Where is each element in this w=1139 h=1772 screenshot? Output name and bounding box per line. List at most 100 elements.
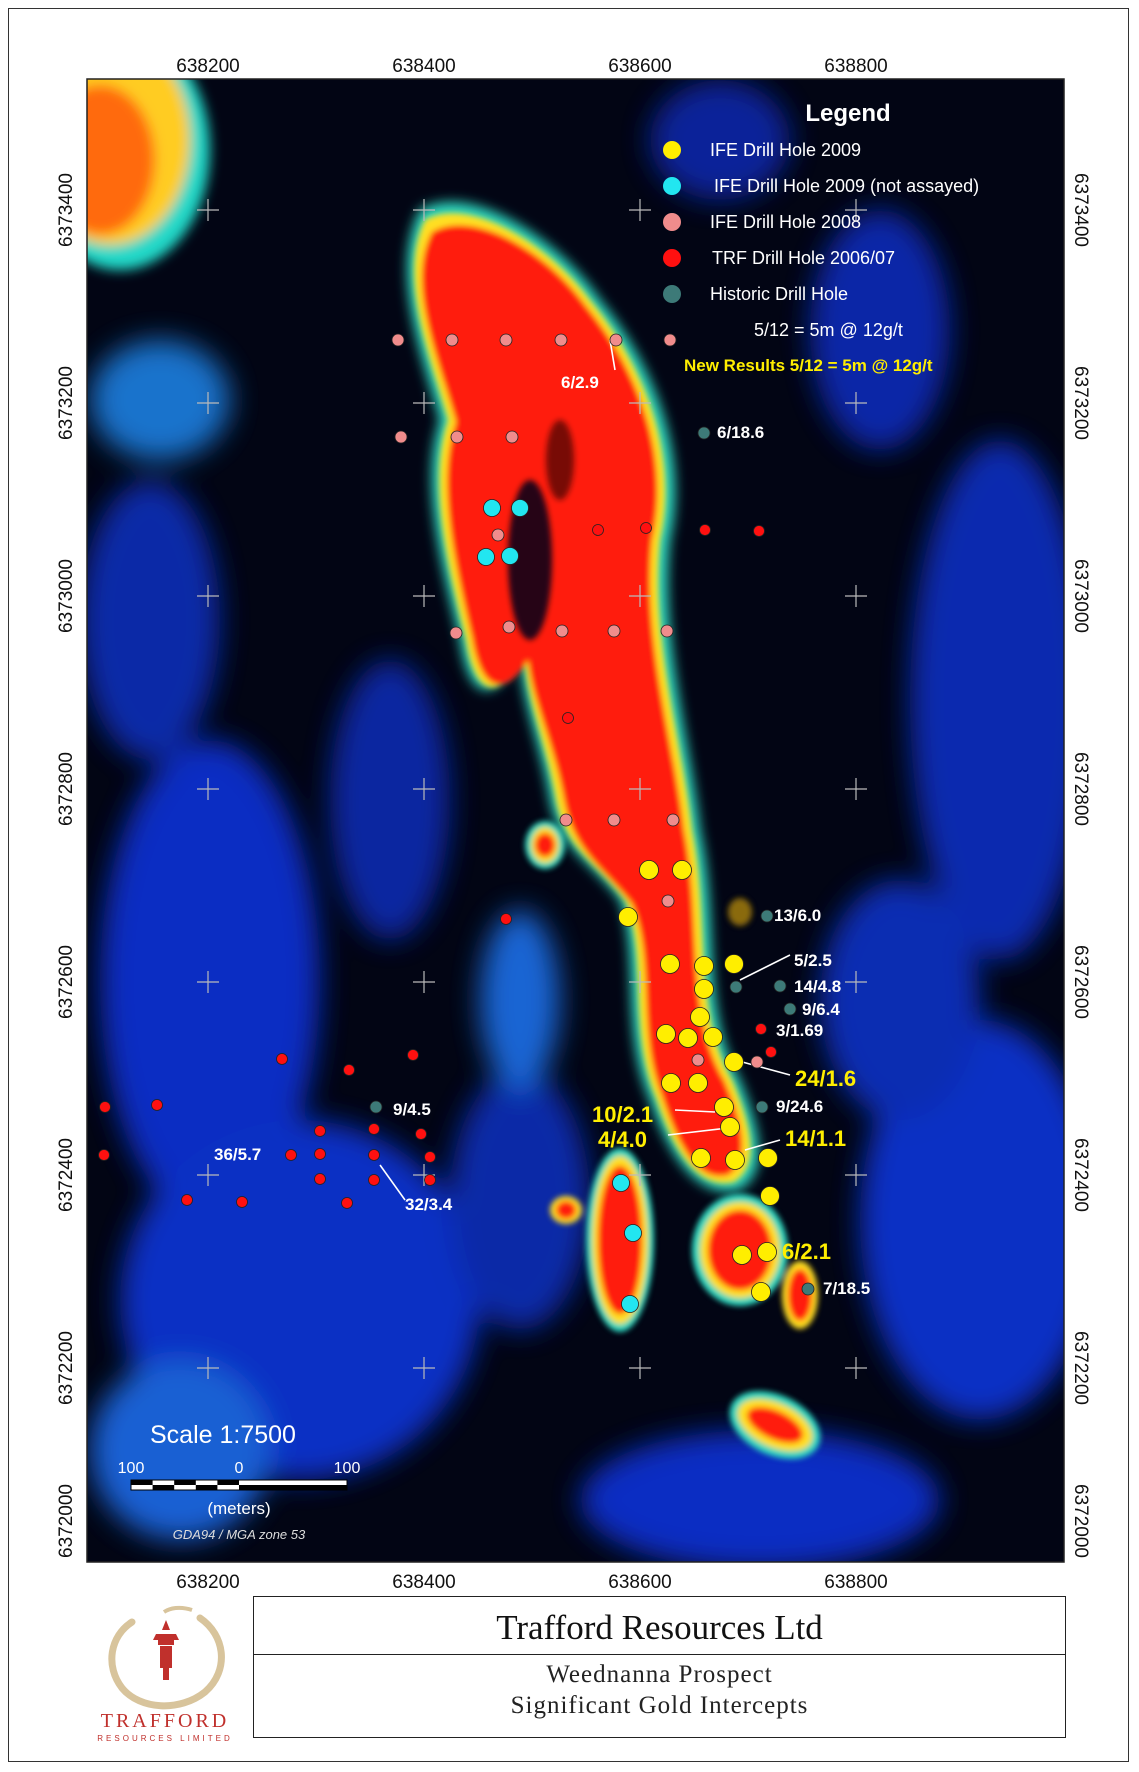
y-axis-right: 6373400 6373200 6373000 6372800 6372600 63724… [1070, 173, 1091, 1558]
drill-hole-ife-2009 [678, 1028, 698, 1048]
intercept-label: 9/24.6 [776, 1097, 823, 1116]
drill-hole-ife-2009 [656, 1024, 676, 1044]
drill-hole-ife-2008 [666, 813, 680, 827]
drill-hole-ife-2008 [663, 333, 677, 347]
drill-hole-trf-2006-07 [151, 1099, 163, 1111]
y-tick-label: 6372400 [56, 1138, 77, 1212]
map-border [86, 78, 1065, 1563]
map-frame [8, 8, 1129, 1762]
legend-item-label: IFE Drill Hole 2008 [710, 212, 861, 232]
drill-hole-trf-2006-07 [314, 1125, 326, 1137]
x-axis-top: 638200 638400 638600 638800 [176, 56, 887, 77]
legend-item-label: IFE Drill Hole 2009 [710, 140, 861, 160]
intercept-label: 3/1.69 [776, 1021, 823, 1040]
drill-hole-trf-2006-07 [765, 1046, 777, 1058]
drill-hole-ife-2009 [714, 1097, 734, 1117]
legend-item: IFE Drill Hole 2009 (not assayed) [663, 176, 979, 196]
drill-hole-trf-2006-07 [407, 1049, 419, 1061]
y-tick-label: 6372600 [56, 945, 77, 1019]
drill-hole-historic [760, 909, 774, 923]
scale-ruler [130, 1479, 348, 1491]
legend-swatch [663, 141, 681, 159]
drill-hole-trf-2006-07 [343, 1064, 355, 1076]
legend-item-label: IFE Drill Hole 2009 (not assayed) [714, 176, 979, 196]
legend-item: Historic Drill Hole [663, 284, 848, 304]
x-tick-label: 638600 [608, 1572, 671, 1593]
x-tick-label: 638800 [824, 56, 887, 77]
drill-hole-trf-2006-07 [755, 1023, 767, 1035]
y-tick-label: 6372200 [1070, 1331, 1091, 1405]
drill-hole-historic [783, 1002, 797, 1016]
drill-hole-trf-2006-07 [562, 712, 574, 724]
drill-holes [98, 333, 815, 1313]
logo-subtitle: RESOURCES LIMITED [97, 1734, 233, 1743]
intercept-label-new: 6/2.1 [782, 1239, 831, 1264]
trafford-logo: TRAFFORD RESOURCES LIMITED [80, 1600, 250, 1750]
drill-hole-ife-2008 [559, 813, 573, 827]
legend-example-yellow: New Results 5/12 = 5m @ 12g/t [684, 356, 933, 375]
x-tick-label: 638200 [176, 56, 239, 77]
x-tick-label: 638400 [392, 1572, 455, 1593]
drill-hole-trf-2006-07 [424, 1174, 436, 1186]
drill-hole-ife-2009 [724, 1052, 744, 1072]
x-tick-label: 638200 [176, 1572, 239, 1593]
intercept-label: 13/6.0 [774, 906, 821, 925]
drill-hole-trf-2006-07 [181, 1194, 193, 1206]
drill-hole-historic [369, 1100, 383, 1114]
drill-hole-ife-2008 [391, 333, 405, 347]
scale-right-label: 100 [334, 1460, 361, 1477]
scale-datum: GDA94 / MGA zone 53 [173, 1527, 306, 1542]
drill-hole-trf-2006-07 [640, 522, 652, 534]
legend-swatch [663, 177, 681, 195]
drill-hole-ife-2009 [720, 1117, 740, 1137]
y-tick-label: 6372200 [56, 1331, 77, 1405]
legend-swatch [663, 213, 681, 231]
drill-hole-trf-2006-07 [415, 1128, 427, 1140]
legend-example-white: 5/12 = 5m @ 12g/t [754, 320, 903, 340]
map-subtitle-line1: Weednanna Prospect [546, 1661, 773, 1688]
drill-hole-historic [729, 980, 743, 994]
legend-item: TRF Drill Hole 2006/07 [663, 248, 895, 268]
intercept-label: 6/2.9 [561, 373, 599, 392]
x-tick-label: 638600 [608, 56, 671, 77]
drill-hole-ife-2009 [672, 860, 692, 880]
intercept-label: 5/2.5 [794, 951, 832, 970]
y-tick-label: 6372800 [56, 752, 77, 826]
scale-bar: Scale 1:7500 100 0 100 (meters) GDA94 / … [118, 1421, 361, 1542]
drill-hole-trf-2006-07 [341, 1197, 353, 1209]
legend-item: IFE Drill Hole 2008 [663, 212, 861, 232]
y-tick-label: 6373400 [1070, 173, 1091, 247]
magnetic-image [87, 79, 1064, 1562]
intercept-label: 14/4.8 [794, 977, 841, 996]
drill-hole-ife-2009-not-assayed [511, 499, 529, 517]
drill-hole-ife-2008 [394, 430, 408, 444]
drill-hole-ife-2009 [751, 1282, 771, 1302]
drill-hole-trf-2006-07 [699, 524, 711, 536]
drill-hole-trf-2006-07 [753, 525, 765, 537]
y-tick-label: 6373200 [56, 366, 77, 440]
drill-hole-trf-2006-07 [236, 1196, 248, 1208]
intercept-label-new: 10/2.1 [592, 1102, 653, 1127]
drill-hole-ife-2008 [607, 624, 621, 638]
x-axis-bottom: 638200 638400 638600 638800 [176, 1572, 887, 1593]
drill-hole-ife-2009 [694, 956, 714, 976]
drill-hole-historic [755, 1100, 769, 1114]
drill-hole-ife-2009 [639, 860, 659, 880]
logo-emblem [108, 1605, 225, 1710]
drill-hole-ife-2009-not-assayed [624, 1224, 642, 1242]
legend-swatch [663, 249, 681, 267]
y-tick-label: 6372000 [1070, 1484, 1091, 1558]
drill-hole-ife-2008 [450, 430, 464, 444]
legend-swatch [663, 285, 681, 303]
drill-hole-ife-2009 [760, 1186, 780, 1206]
y-tick-label: 6373000 [1070, 559, 1091, 633]
drill-hole-ife-2008 [609, 333, 623, 347]
intercept-label-new: 24/1.6 [795, 1066, 856, 1091]
drill-hole-ife-2009 [694, 979, 714, 999]
drill-hole-ife-2008 [691, 1053, 705, 1067]
drill-hole-ife-2009 [725, 1150, 745, 1170]
intercept-label: 7/18.5 [823, 1279, 870, 1298]
x-tick-label: 638400 [392, 56, 455, 77]
drill-hole-trf-2006-07 [368, 1123, 380, 1135]
drill-hole-trf-2006-07 [285, 1149, 297, 1161]
